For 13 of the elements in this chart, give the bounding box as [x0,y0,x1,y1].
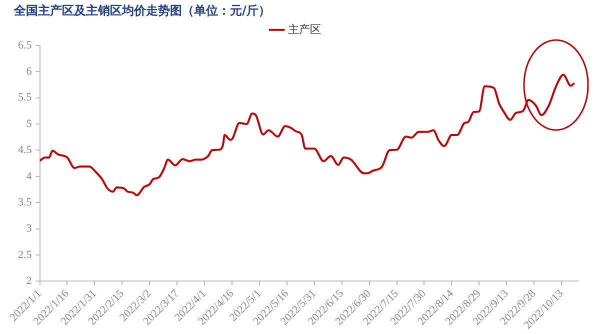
y-tick-label: 2 [26,275,32,288]
line-series [40,74,576,196]
y-tick-label: 5.5 [18,92,32,104]
y-tick-label: 3 [26,222,32,235]
y-tick-label: 4.5 [18,144,32,156]
y-tick-label: 6 [26,65,32,78]
y-tick-label: 5 [26,118,32,130]
legend-label: 主产区 [288,22,321,36]
y-tick-label: 4 [26,170,32,182]
y-tick-label: 6.5 [18,39,32,52]
y-tick-label: 2.5 [18,248,32,261]
y-tick-label: 3.5 [18,196,32,209]
chart-title: 全国主产区及主销区均价走势图（单位：元/斤） [13,3,270,18]
